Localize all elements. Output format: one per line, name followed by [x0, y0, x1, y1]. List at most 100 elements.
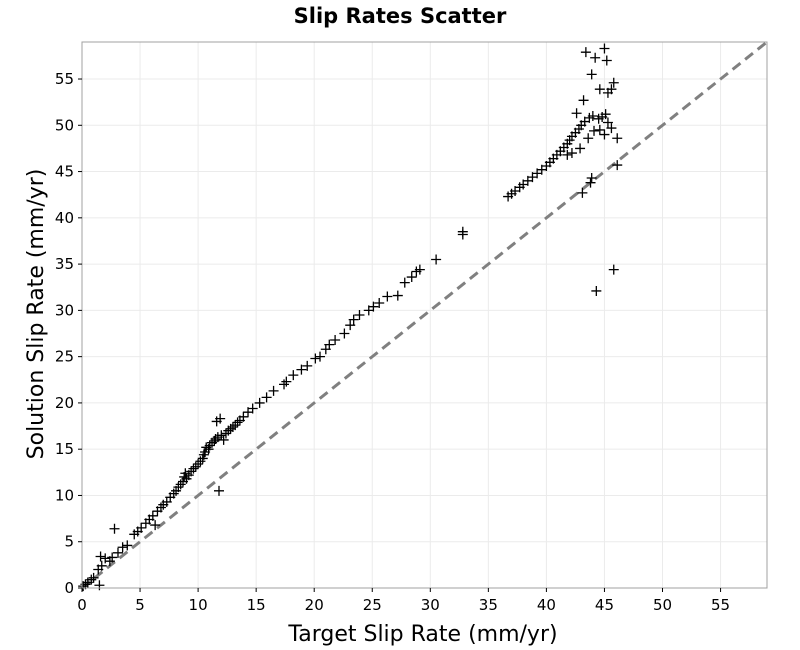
data-point	[608, 77, 619, 88]
data-point	[218, 434, 229, 445]
y-tick-label: 10	[55, 486, 74, 504]
data-point	[279, 379, 290, 390]
x-tick-label: 55	[711, 596, 730, 614]
data-point	[399, 277, 410, 288]
data-point	[288, 370, 299, 381]
data-point	[339, 328, 350, 339]
data-point	[238, 411, 249, 422]
data-point	[188, 463, 199, 474]
data-point	[599, 129, 610, 140]
y-tick-label: 15	[55, 440, 74, 458]
y-axis-title: Solution Slip Rate (mm/yr)	[24, 169, 49, 460]
x-tick-label: 40	[537, 596, 556, 614]
data-point	[216, 430, 227, 441]
y-tick-label: 0	[64, 579, 74, 597]
reference-line	[81, 40, 768, 590]
data-point	[608, 264, 619, 275]
y-tick-label: 25	[55, 348, 74, 366]
data-point	[566, 148, 577, 159]
x-tick-label: 25	[363, 596, 382, 614]
data-point	[96, 560, 107, 571]
data-point	[330, 334, 341, 345]
data-point	[577, 187, 588, 198]
x-tick-label: 20	[305, 596, 324, 614]
reference-line-group	[81, 40, 768, 590]
data-point	[117, 542, 128, 553]
data-point	[589, 125, 600, 136]
data-point	[602, 117, 613, 128]
data-point	[232, 417, 243, 428]
data-point	[586, 173, 597, 184]
data-point	[583, 133, 594, 144]
data-point	[94, 580, 105, 591]
y-tick-label: 55	[55, 70, 74, 88]
data-point	[374, 297, 385, 308]
data-point	[95, 551, 106, 562]
data-point	[254, 397, 265, 408]
data-point	[575, 143, 586, 154]
data-point	[382, 291, 393, 302]
data-point	[392, 290, 403, 301]
data-point	[585, 177, 596, 188]
data-point	[302, 360, 313, 371]
data-point	[348, 314, 359, 325]
x-tick-label: 15	[247, 596, 266, 614]
chart-title: Slip Rates Scatter	[294, 4, 507, 28]
data-point	[602, 87, 613, 98]
data-point	[457, 226, 468, 237]
data-point	[150, 520, 161, 531]
y-tick-label: 40	[55, 209, 74, 227]
data-point	[214, 485, 224, 496]
x-axis-ticks: 0 5 10 15 20 25 30 35 40 45 50 55	[77, 588, 730, 614]
y-axis-ticks: 0 5 10 15 20 25 30 35 40 45 50 55	[55, 70, 82, 597]
data-point	[594, 84, 605, 95]
data-point	[190, 461, 201, 472]
y-tick-label: 30	[55, 301, 74, 319]
data-point	[594, 124, 605, 135]
plot-frame	[81, 41, 768, 589]
data-point	[406, 272, 417, 283]
data-point	[591, 285, 602, 296]
data-point	[215, 413, 226, 424]
y-tick-label: 35	[55, 255, 74, 273]
data-points	[78, 43, 623, 592]
data-point	[354, 310, 365, 320]
data-point	[562, 149, 573, 160]
x-tick-label: 5	[135, 596, 145, 614]
x-tick-label: 30	[421, 596, 440, 614]
x-axis-title: Target Slip Rate (mm/yr)	[287, 622, 557, 647]
data-point	[580, 47, 591, 58]
data-point	[281, 376, 292, 387]
x-tick-label: 10	[189, 596, 208, 614]
data-point	[431, 254, 442, 265]
data-point	[368, 301, 379, 312]
data-point	[315, 351, 326, 362]
data-point	[310, 353, 321, 364]
x-tick-label: 45	[595, 596, 614, 614]
data-point	[109, 523, 120, 534]
data-point	[571, 108, 582, 119]
data-point	[590, 52, 601, 63]
data-point	[227, 421, 238, 432]
data-point	[606, 123, 617, 134]
data-point	[612, 133, 623, 144]
data-point	[599, 43, 610, 54]
data-point	[586, 69, 597, 80]
data-point	[296, 364, 307, 375]
x-tick-label: 35	[479, 596, 498, 614]
data-point	[268, 385, 279, 396]
data-point	[193, 458, 204, 469]
data-point	[107, 552, 118, 563]
data-point	[147, 510, 158, 521]
x-tick-label: 0	[77, 596, 87, 614]
data-point	[247, 403, 258, 414]
data-point	[112, 547, 123, 558]
data-point	[601, 55, 612, 66]
data-point	[210, 434, 221, 445]
data-point	[612, 160, 623, 171]
y-tick-label: 45	[55, 163, 74, 181]
data-point	[587, 111, 598, 122]
y-tick-label: 5	[64, 533, 74, 551]
data-point	[414, 264, 425, 275]
